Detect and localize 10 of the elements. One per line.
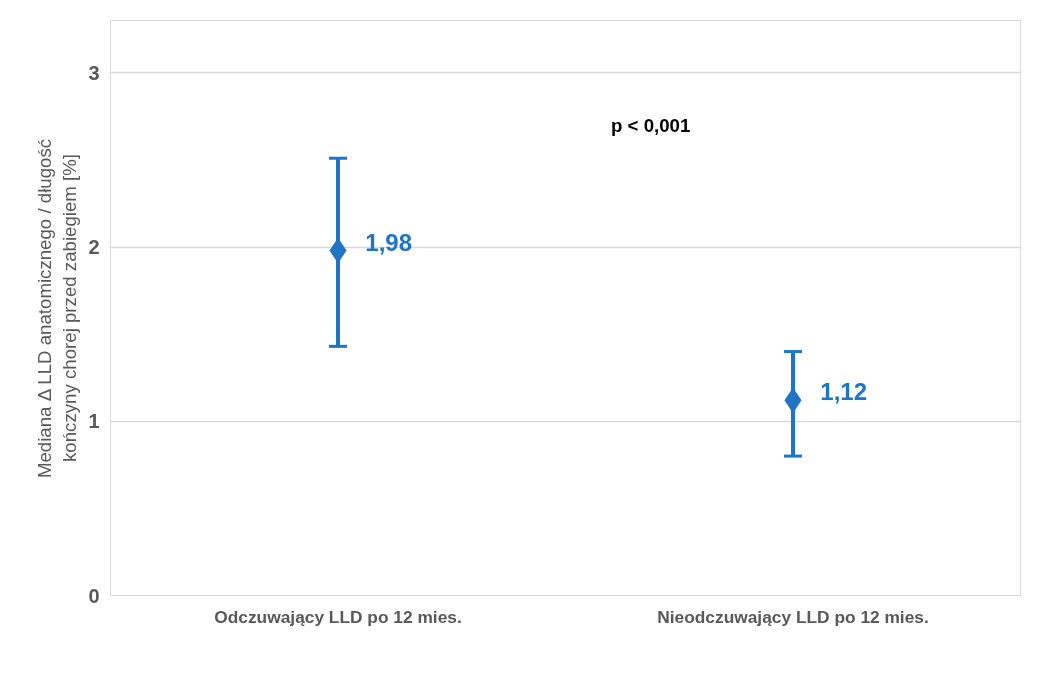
y-tick-label: 3 [88,61,100,84]
y-tick-label: 0 [88,584,100,607]
data-label: 1,12 [820,378,868,406]
annotation: p < 0,001 [611,114,691,136]
x-tick-label: Odczuwający LLD po 12 mies. [214,606,462,627]
data-label: 1,98 [365,228,413,256]
x-tick-label: Nieodczuwający LLD po 12 mies. [657,606,929,627]
y-axis-title: Mediana Δ LLD anatomicznego / długość kończyny chorej przed zabiegiem [%] [34,138,81,479]
y-tick-label: 2 [88,236,100,259]
y-tick-label: 1 [88,410,100,433]
